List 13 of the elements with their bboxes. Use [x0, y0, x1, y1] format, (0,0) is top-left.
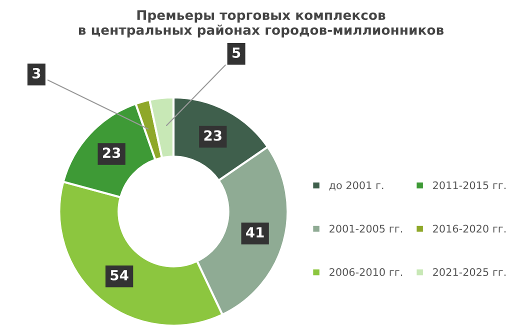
- legend-label: 2001-2005 гг.: [330, 224, 402, 233]
- data-label: 23: [103, 148, 120, 158]
- data-label: 41: [246, 227, 264, 238]
- data-label: 54: [110, 270, 128, 280]
- legend-label: 2006-2010 гг.: [330, 268, 402, 276]
- data-label: 3: [32, 68, 40, 78]
- legend-label: 2016-2020 гг.: [433, 224, 506, 233]
- chart-title: Премьеры торговых комплексов в центральных районах городов-миллионников: [78, 10, 444, 38]
- legend-label: до 2001 г.: [329, 181, 384, 190]
- data-label: 5: [232, 48, 240, 58]
- legend-label: 2021-2025 гг.: [433, 268, 506, 276]
- data-label: 23: [204, 130, 222, 141]
- legend-label: 2011-2015 гг.: [433, 181, 506, 190]
